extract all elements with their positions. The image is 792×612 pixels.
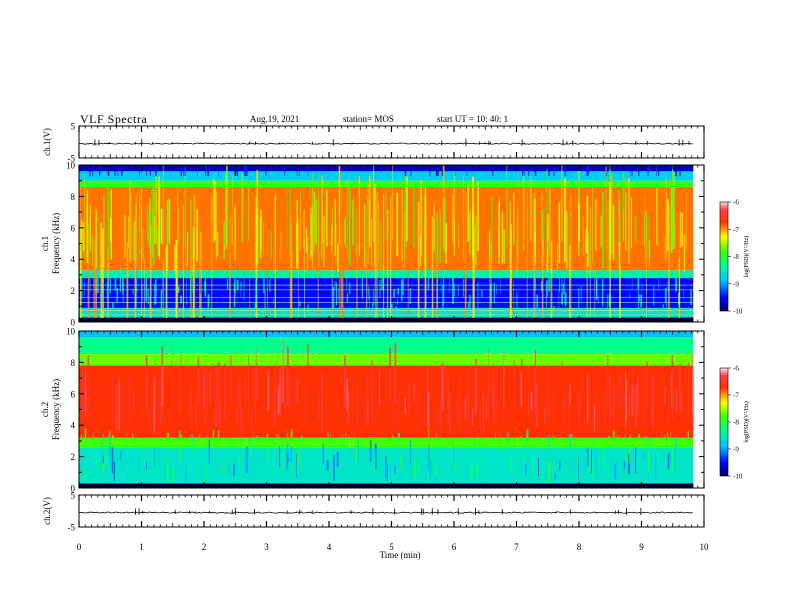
ch1-spectrogram-colorbar-tick-label: -6 <box>733 199 739 207</box>
station-label: station= MOS <box>343 114 394 124</box>
ch2-waveform-trace <box>78 511 694 514</box>
ch1-waveform-ylabel: ch.1(V) <box>42 128 52 156</box>
ch2-waveform-panel <box>78 507 694 516</box>
ch1-spectrogram-ytick-label: 8 <box>71 192 76 202</box>
ch2-spectrogram-ytick-label: 4 <box>71 421 76 431</box>
xaxis-tick-label: 8 <box>577 542 582 552</box>
ch1-spectrogram-ylabel-frequency: Frequency (kHz) <box>51 213 61 274</box>
ch1-spectrogram-baseline <box>79 318 694 322</box>
ch2-spectrogram-ytick-label: 10 <box>66 327 76 337</box>
ch2-spectrogram-colorbar-tick-label: -9 <box>733 446 739 454</box>
ch2-spectrogram-band <box>79 352 694 366</box>
ch1-spectrogram-panel <box>79 165 694 322</box>
ch1-spectrogram-colorbar-label: log(PSD)(V²/Hz) <box>743 236 750 277</box>
ch2-waveform-ylabel: ch.2(V) <box>42 497 52 525</box>
figure-title: VLF Spectra <box>80 112 148 126</box>
ch2-spectrogram-ylabel-channel: ch.2 <box>40 402 50 417</box>
ch2-waveform-ytick-label: 5 <box>71 491 76 501</box>
ch1-spectrogram-colorbar-tick-label: -7 <box>733 226 739 234</box>
ch1-spectrogram-ytick-label: 4 <box>71 255 76 265</box>
ch2-spectrogram-band <box>79 331 694 338</box>
ch1-spectrogram-colorbar-tick-label: -10 <box>733 308 743 316</box>
ch2-spectrogram-colorbar-tick-label: -6 <box>733 365 739 373</box>
xaxis-tick-label: 3 <box>264 542 269 552</box>
xaxis-tick-label: 1 <box>139 542 144 552</box>
ch1-waveform-trace <box>78 142 694 145</box>
ch1-spectrogram-band <box>79 270 694 279</box>
ch1-spectrogram-band <box>79 307 694 318</box>
ch1-spectrogram-colorbar <box>719 201 729 312</box>
xaxis-tick-label: 5 <box>389 542 394 552</box>
ch1-spectrogram-ytick-label: 0 <box>71 318 76 328</box>
ch1-spectrogram-band <box>79 278 694 308</box>
ch2-spectrogram-ylabel-frequency: Frequency (kHz) <box>51 379 61 440</box>
ch2-spectrogram-colorbar <box>719 367 729 477</box>
ch1-spectrogram-band <box>79 171 694 181</box>
date-label: Aug.19, 2021 <box>250 114 300 124</box>
xaxis-tick-label: 2 <box>202 542 207 552</box>
ch2-spectrogram-band <box>79 437 694 448</box>
ch1-spectrogram-ylabel: ch.1 Frequency (kHz) <box>40 213 61 274</box>
ch1-spectrogram-colorbar-tick-label: -8 <box>733 253 739 261</box>
ch1-spectrogram-ytick-label: 10 <box>66 161 76 171</box>
ch2-spectrogram-baseline <box>79 484 694 488</box>
xaxis-tick-label: 4 <box>327 542 332 552</box>
ch1-spectrogram-texture <box>79 165 694 319</box>
xaxis-tick-label: 9 <box>639 542 644 552</box>
ch1-spectrogram-colorbar-tick-label: -9 <box>733 280 739 288</box>
ch1-spectrogram-ylabel-channel: ch.1 <box>40 236 50 251</box>
start-time-label: start UT = 10: 40: 1 <box>437 114 509 124</box>
ch2-spectrogram-ytick-label: 8 <box>71 358 76 368</box>
xaxis-tick-label: 6 <box>452 542 457 552</box>
ch1-spectrogram-band <box>79 180 694 187</box>
ch1-spectrogram-band <box>79 165 694 172</box>
ch1-waveform-ytick-label: -5 <box>68 154 76 164</box>
ch2-spectrogram-ylabel: ch.2 Frequency (kHz) <box>40 379 61 440</box>
xaxis-label: Time (min) <box>380 550 421 560</box>
ch2-spectrogram-ytick-label: 6 <box>71 389 76 399</box>
ch2-spectrogram-texture <box>81 339 694 484</box>
ch1-spectrogram-ytick-label: 6 <box>71 223 76 233</box>
ch2-spectrogram-panel <box>79 331 694 488</box>
ch1-spectrogram-ytick-label: 2 <box>71 286 76 296</box>
ch2-spectrogram-colorbar-tick-label: -8 <box>733 419 739 427</box>
xaxis-tick-label: 10 <box>700 542 710 552</box>
ch2-spectrogram-ytick-label: 2 <box>71 452 76 462</box>
ch1-waveform-panel <box>78 138 694 147</box>
ch2-spectrogram-band <box>79 365 694 438</box>
ch2-spectrogram-colorbar-tick-label: -10 <box>733 473 743 481</box>
ch1-waveform-ytick-label: 5 <box>71 122 76 132</box>
xaxis-tick-label: 0 <box>77 542 82 552</box>
ch2-spectrogram-ytick-label: 0 <box>71 484 76 494</box>
ch2-waveform-ytick-label: -5 <box>68 523 76 533</box>
ch2-spectrogram-colorbar-tick-label: -7 <box>733 392 739 400</box>
ch2-spectrogram-colorbar-label: log(PSD)(V²/Hz) <box>743 401 750 442</box>
ch2-spectrogram-band <box>79 337 694 353</box>
xaxis-tick-label: 7 <box>514 542 519 552</box>
